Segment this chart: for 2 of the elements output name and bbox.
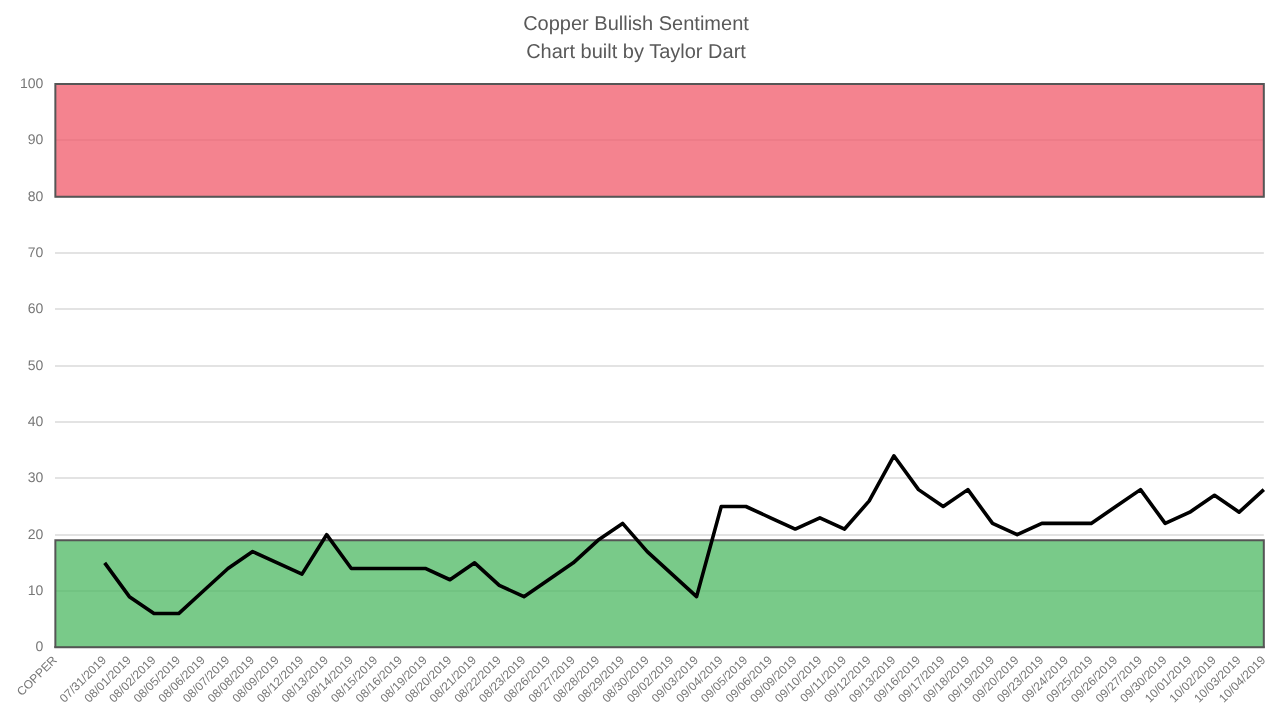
chart-title: Copper Bullish Sentiment [523, 13, 750, 36]
chart-subtitle: Chart built by Taylor Dart [526, 41, 747, 64]
